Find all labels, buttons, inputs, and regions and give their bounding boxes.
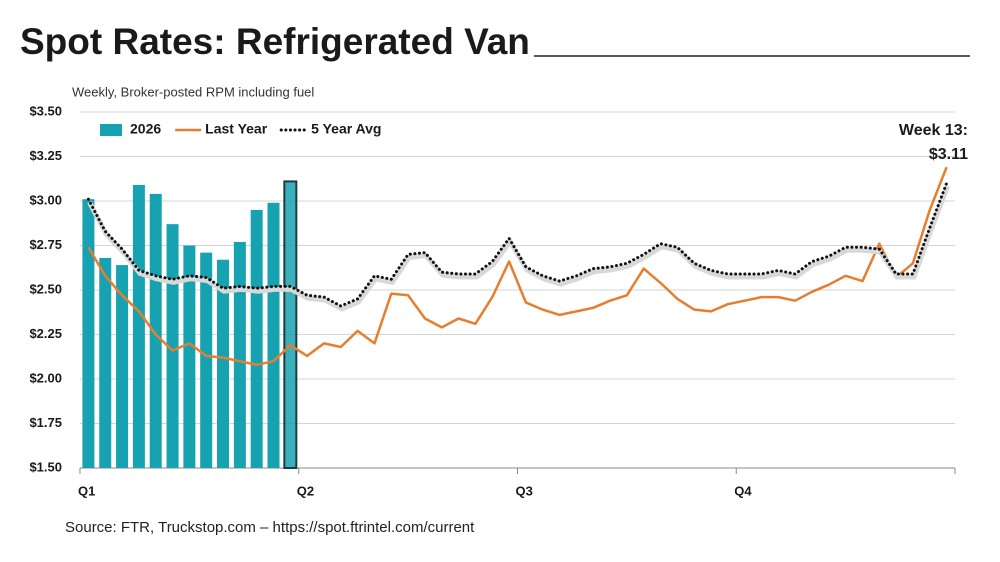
x-tick-label: Q2 (297, 483, 314, 498)
annotation: $3.11 (929, 146, 968, 163)
bar (99, 257, 112, 468)
line (87, 166, 948, 367)
chart-title: Spot Rates: Refrigerated Van (20, 21, 530, 62)
bar (149, 193, 162, 468)
legend-swatch (100, 124, 122, 136)
x-tick-label: Q4 (734, 483, 752, 498)
y-tick-label: $2.75 (29, 237, 62, 252)
subtitle: Weekly, Broker-posted RPM including fuel (72, 84, 314, 99)
legend-label: 5 Year Avg (311, 121, 381, 137)
y-tick-label: $2.00 (29, 370, 62, 385)
y-tick-label: $1.50 (29, 459, 62, 474)
y-tick-label: $3.25 (29, 148, 62, 163)
bar (233, 241, 246, 468)
line (86, 181, 949, 308)
bar (166, 224, 179, 468)
bar (82, 199, 95, 468)
x-tick-label: Q1 (78, 483, 95, 498)
bar (116, 265, 129, 468)
y-tick-label: $1.75 (29, 415, 62, 430)
bar (283, 180, 298, 469)
legend-label: 2026 (130, 121, 161, 137)
bar (132, 184, 145, 469)
bar (183, 245, 196, 468)
y-tick-label: $2.50 (29, 281, 62, 296)
x-tick-label: Q3 (516, 483, 533, 498)
bar (200, 252, 213, 468)
annotation: Week 13: (899, 122, 968, 139)
bar (217, 259, 230, 468)
y-tick-label: $2.25 (29, 326, 62, 341)
y-tick-label: $3.00 (29, 192, 62, 207)
legend-label: Last Year (205, 121, 268, 137)
bar (250, 209, 263, 468)
source-note: Source: FTR, Truckstop.com – https://spo… (65, 519, 475, 536)
y-tick-label: $3.50 (29, 103, 62, 118)
bar (267, 202, 280, 468)
